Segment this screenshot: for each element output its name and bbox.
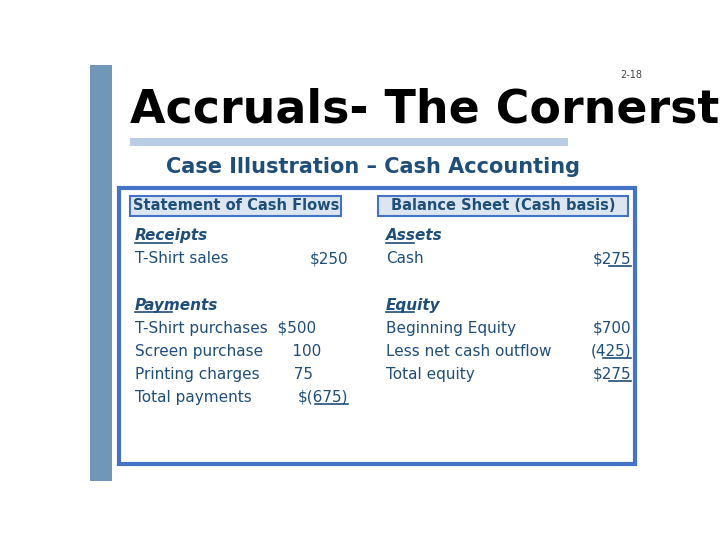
Text: Cash: Cash bbox=[386, 251, 423, 266]
Text: Case Illustration – Cash Accounting: Case Illustration – Cash Accounting bbox=[166, 157, 580, 177]
FancyBboxPatch shape bbox=[90, 65, 300, 150]
Text: Total payments: Total payments bbox=[135, 390, 252, 405]
FancyBboxPatch shape bbox=[130, 138, 568, 146]
Text: T-Shirt purchases  $500: T-Shirt purchases $500 bbox=[135, 321, 316, 336]
Text: $275: $275 bbox=[593, 251, 631, 266]
Text: $275: $275 bbox=[593, 367, 631, 382]
Text: Equity: Equity bbox=[386, 298, 441, 313]
Text: Assets: Assets bbox=[386, 228, 443, 243]
Text: Payments: Payments bbox=[135, 298, 218, 313]
Text: Beginning Equity: Beginning Equity bbox=[386, 321, 516, 336]
Text: T-Shirt sales: T-Shirt sales bbox=[135, 251, 228, 266]
Text: Total equity: Total equity bbox=[386, 367, 474, 382]
Text: Accruals- The Cornerstone: Accruals- The Cornerstone bbox=[130, 88, 720, 133]
FancyBboxPatch shape bbox=[112, 65, 300, 150]
Text: Screen purchase      100: Screen purchase 100 bbox=[135, 344, 321, 359]
Text: $250: $250 bbox=[310, 251, 348, 266]
FancyBboxPatch shape bbox=[378, 195, 628, 217]
FancyBboxPatch shape bbox=[130, 195, 341, 217]
FancyBboxPatch shape bbox=[120, 188, 635, 464]
Text: $(675): $(675) bbox=[297, 390, 348, 405]
Text: Less net cash outflow: Less net cash outflow bbox=[386, 344, 552, 359]
Text: Balance Sheet (Cash basis): Balance Sheet (Cash basis) bbox=[391, 198, 616, 213]
Text: 2-18: 2-18 bbox=[621, 70, 642, 80]
Text: Receipts: Receipts bbox=[135, 228, 208, 243]
Text: Statement of Cash Flows: Statement of Cash Flows bbox=[132, 198, 339, 213]
Text: (425): (425) bbox=[590, 344, 631, 359]
Text: $700: $700 bbox=[593, 321, 631, 336]
FancyBboxPatch shape bbox=[90, 65, 112, 481]
Text: Printing charges       75: Printing charges 75 bbox=[135, 367, 313, 382]
